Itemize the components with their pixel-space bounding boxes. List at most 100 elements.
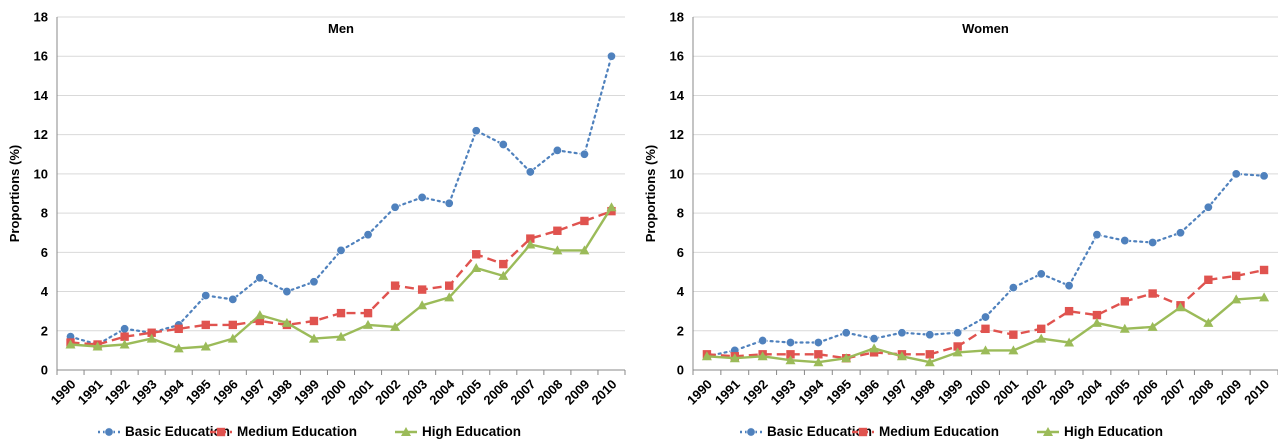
data-point	[579, 245, 590, 255]
data-point	[498, 139, 508, 149]
x-tick-label: 1995	[823, 377, 854, 408]
legend-label: Medium Education	[879, 424, 999, 439]
data-point	[281, 317, 292, 327]
data-point	[498, 270, 509, 280]
data-point	[525, 167, 535, 177]
data-point	[417, 300, 428, 310]
x-tick-label: 1996	[851, 377, 882, 408]
legend-label: High Education	[1064, 424, 1163, 439]
y-tick-label: 2	[677, 323, 684, 338]
x-tick-label: 2010	[589, 377, 620, 408]
x-tick-label: 1990	[48, 377, 79, 408]
data-point	[758, 336, 768, 346]
legend-marker	[401, 427, 411, 436]
data-point	[925, 330, 935, 340]
x-tick-label: 2000	[963, 377, 994, 408]
x-tick-label: 2004	[1074, 376, 1106, 408]
data-point	[1009, 330, 1018, 339]
legend-marker	[1043, 427, 1053, 436]
x-tick-label: 2007	[1158, 377, 1189, 408]
data-point	[282, 287, 292, 297]
data-point	[1259, 171, 1269, 181]
data-point	[786, 350, 795, 359]
data-point	[1064, 281, 1074, 291]
chart-title: Women	[962, 21, 1009, 36]
y-tick-label: 6	[677, 245, 684, 260]
data-point	[363, 319, 373, 329]
data-point	[1037, 324, 1046, 334]
x-tick-label: 1999	[291, 377, 322, 408]
data-point	[1176, 228, 1186, 238]
data-point	[309, 333, 319, 343]
x-tick-label: 2005	[453, 377, 484, 408]
data-point	[336, 308, 346, 318]
x-tick-label: 1995	[183, 377, 214, 408]
x-tick-label: 2006	[1130, 377, 1161, 408]
data-point	[729, 353, 740, 363]
data-point	[472, 250, 481, 259]
data-point	[147, 328, 156, 337]
data-point	[579, 149, 589, 159]
data-point	[813, 357, 824, 367]
legend-marker	[104, 427, 114, 437]
legend-item-high-education: High Education	[1037, 424, 1163, 439]
data-point	[897, 328, 907, 338]
data-point	[552, 145, 562, 155]
y-tick-label: 12	[34, 127, 48, 142]
x-tick-label: 1994	[795, 376, 827, 408]
x-tick-label: 2002	[372, 377, 403, 408]
x-tick-label: 1991	[712, 377, 743, 408]
data-point	[146, 333, 157, 343]
data-point	[1259, 265, 1269, 275]
data-point	[1231, 169, 1241, 179]
y-tick-label: 4	[41, 284, 49, 299]
data-point	[1064, 337, 1075, 347]
x-tick-label: 1991	[75, 377, 106, 408]
data-point	[120, 332, 129, 341]
data-point	[1175, 302, 1186, 312]
data-point	[1008, 345, 1019, 355]
x-tick-label: 2007	[507, 377, 538, 408]
x-tick-label: 1993	[129, 377, 160, 408]
y-tick-label: 14	[670, 88, 685, 103]
data-point	[499, 259, 508, 269]
y-axis-label: Proportions (%)	[643, 145, 658, 243]
data-point	[1092, 230, 1102, 240]
y-tick-label: 8	[677, 206, 684, 221]
data-point	[841, 328, 851, 338]
data-point	[1092, 310, 1102, 320]
legend-item-medium-education: Medium Education	[852, 424, 999, 439]
data-point	[1148, 289, 1157, 298]
data-point	[1064, 306, 1074, 316]
data-point	[952, 347, 963, 357]
data-point	[606, 202, 617, 212]
data-point	[92, 341, 103, 351]
data-point	[444, 292, 455, 302]
data-point	[869, 343, 880, 353]
data-point	[255, 316, 265, 326]
x-tick-label: 1992	[740, 377, 771, 408]
data-point	[363, 230, 373, 240]
data-point	[526, 234, 535, 243]
data-point	[1204, 275, 1213, 284]
data-point	[953, 342, 962, 351]
x-tick-label: 2008	[1185, 377, 1216, 408]
x-tick-label: 1998	[264, 377, 295, 408]
data-point	[869, 334, 879, 344]
chart-panel-men: 0246810121416181990199119921993199419951…	[7, 10, 626, 439]
data-point	[980, 312, 990, 322]
data-point	[471, 263, 482, 272]
y-tick-label: 0	[41, 363, 48, 378]
series-high-education	[65, 202, 617, 353]
data-point	[201, 320, 210, 330]
x-tick-label: 1997	[237, 377, 268, 408]
y-tick-label: 10	[670, 166, 684, 181]
legend-label: Medium Education	[237, 424, 357, 439]
y-tick-label: 2	[41, 323, 48, 338]
x-tick-label: 1990	[684, 377, 715, 408]
chart-title: Men	[328, 21, 354, 36]
data-point	[1203, 317, 1214, 327]
data-point	[309, 316, 319, 326]
